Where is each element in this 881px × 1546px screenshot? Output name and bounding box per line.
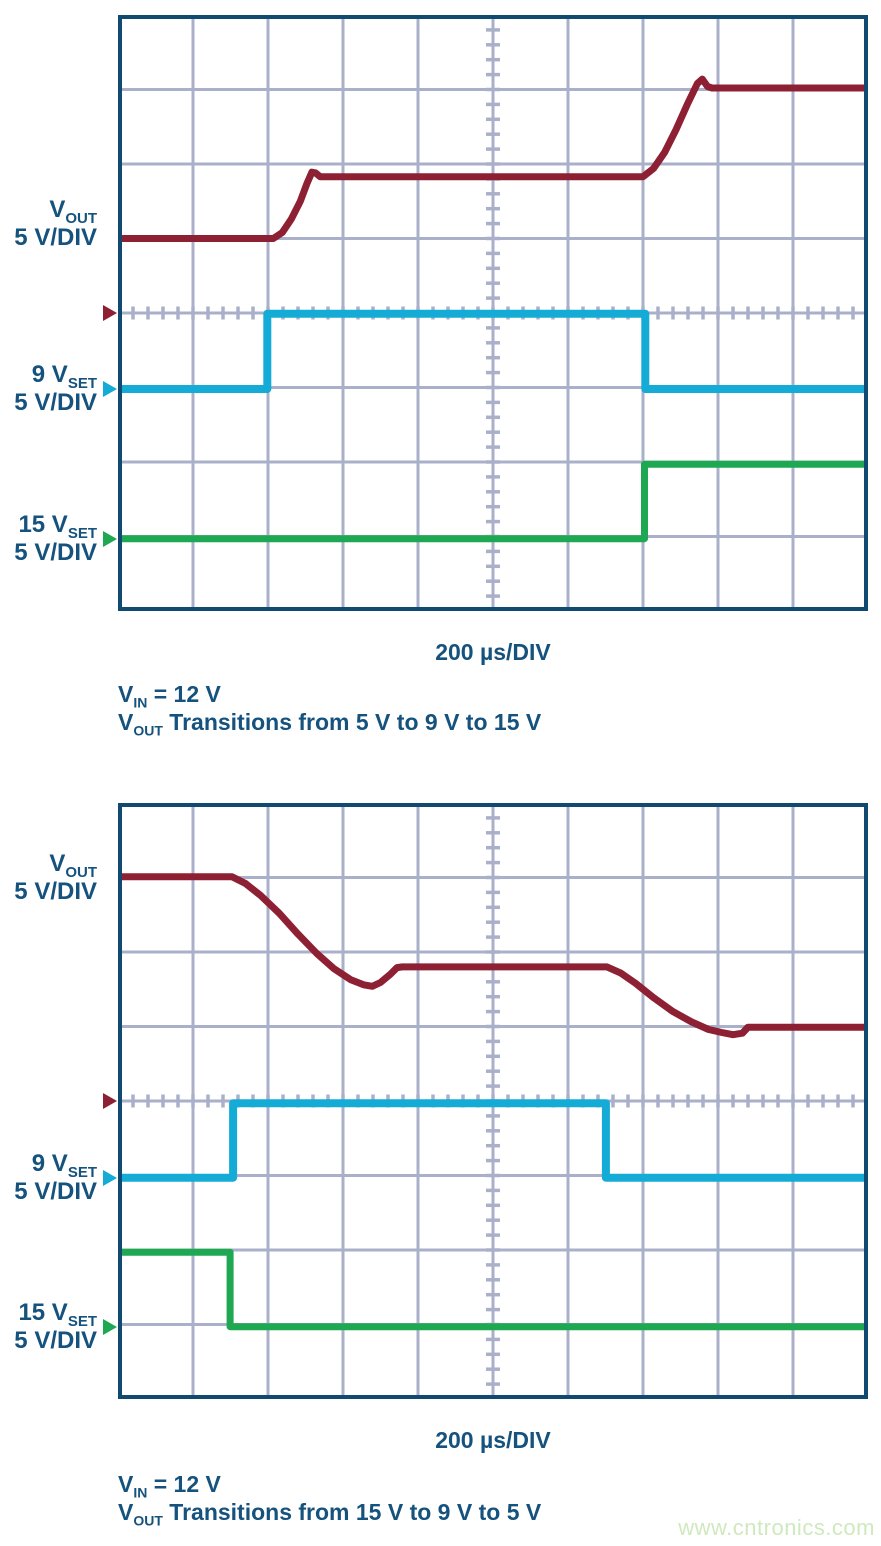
channel-label-main: V xyxy=(49,849,66,877)
grid-border xyxy=(118,803,868,1399)
channel-label-sub: SET xyxy=(67,524,97,542)
caption-vin-line: VIN = 12 V xyxy=(118,680,541,711)
caption-text: V xyxy=(118,681,134,707)
channel-label-scale: 5 V/DIV xyxy=(14,223,97,251)
caption-text: = 12 V xyxy=(147,681,221,707)
channel-label-main: V xyxy=(49,195,66,223)
caption-bottom: VIN = 12 V VOUT Transitions from 15 V to… xyxy=(118,1470,542,1529)
caption-top: VIN = 12 V VOUT Transitions from 5 V to … xyxy=(118,680,542,739)
timebase-label-top: 200 µs/DIV xyxy=(435,639,551,665)
channel-label-sub: OUT xyxy=(65,209,97,227)
9vset-zero-marker-arrow-bottom xyxy=(103,1169,117,1186)
15vset-zero-marker-arrow-top xyxy=(103,530,117,547)
channel-label-scale: 5 V/DIV xyxy=(14,877,97,905)
9vset-zero-marker-arrow-top xyxy=(103,380,117,397)
caption-transition-line: VOUT Transitions from 15 V to 9 V to 5 V xyxy=(118,1498,542,1529)
caption-subscript: IN xyxy=(133,1484,148,1501)
oscilloscope-grid-top xyxy=(118,15,868,611)
timebase-label-bottom: 200 µs/DIV xyxy=(435,1427,551,1453)
channel-label-main: 9 V xyxy=(31,360,68,388)
trace-9vset xyxy=(118,1099,868,1182)
channel-label-sub: SET xyxy=(67,1312,97,1330)
trace-15vset xyxy=(118,460,868,543)
vout-zero-marker-arrow-top xyxy=(103,305,117,321)
channel-label-15vset-bottom: 15 VSET 5 V/DIV xyxy=(0,1299,97,1355)
channel-label-vout-bottom: VOUT 5 V/DIV xyxy=(0,850,97,906)
caption-subscript: OUT xyxy=(133,1512,163,1529)
caption-transition-line: VOUT Transitions from 5 V to 9 V to 15 V xyxy=(118,708,542,739)
trace-vout xyxy=(118,873,868,1039)
channel-label-15vset-top: 15 VSET 5 V/DIV xyxy=(0,511,97,567)
channel-label-vout-top: VOUT 5 V/DIV xyxy=(0,196,97,252)
watermark-url: www.cntronics.com xyxy=(678,1515,875,1540)
trace-15vset xyxy=(118,1248,868,1331)
15vset-zero-marker-arrow-bottom xyxy=(103,1318,117,1335)
grid-border xyxy=(118,15,868,611)
caption-text: Transitions from 15 V to 9 V to 5 V xyxy=(162,1499,542,1525)
channel-label-sub: SET xyxy=(67,1163,97,1181)
caption-text: V xyxy=(118,1471,134,1497)
caption-text: = 12 V xyxy=(147,1471,221,1497)
caption-text: Transitions from 5 V to 9 V to 15 V xyxy=(162,709,542,735)
caption-vin-line: VIN = 12 V xyxy=(118,1470,541,1501)
channel-label-9vset-top: 9 VSET 5 V/DIV xyxy=(0,361,97,417)
channel-label-scale: 5 V/DIV xyxy=(14,1177,97,1205)
channel-label-scale: 5 V/DIV xyxy=(14,538,97,566)
trace-vout xyxy=(118,75,868,242)
caption-subscript: IN xyxy=(133,694,148,711)
oscilloscope-grid-bottom xyxy=(118,803,868,1399)
caption-text: V xyxy=(118,1499,134,1525)
vout-zero-marker-arrow-bottom xyxy=(103,1093,117,1109)
channel-label-9vset-bottom: 9 VSET 5 V/DIV xyxy=(0,1150,97,1206)
channel-label-scale: 5 V/DIV xyxy=(14,1326,97,1354)
caption-subscript: OUT xyxy=(133,722,163,739)
channel-label-sub: OUT xyxy=(65,863,97,881)
channel-label-scale: 5 V/DIV xyxy=(14,388,97,416)
trace-9vset xyxy=(118,309,868,393)
channel-label-main: 15 V xyxy=(18,1298,68,1326)
caption-text: V xyxy=(118,709,134,735)
channel-label-main: 9 V xyxy=(31,1149,68,1177)
channel-label-sub: SET xyxy=(67,374,97,392)
channel-label-main: 15 V xyxy=(18,510,68,538)
